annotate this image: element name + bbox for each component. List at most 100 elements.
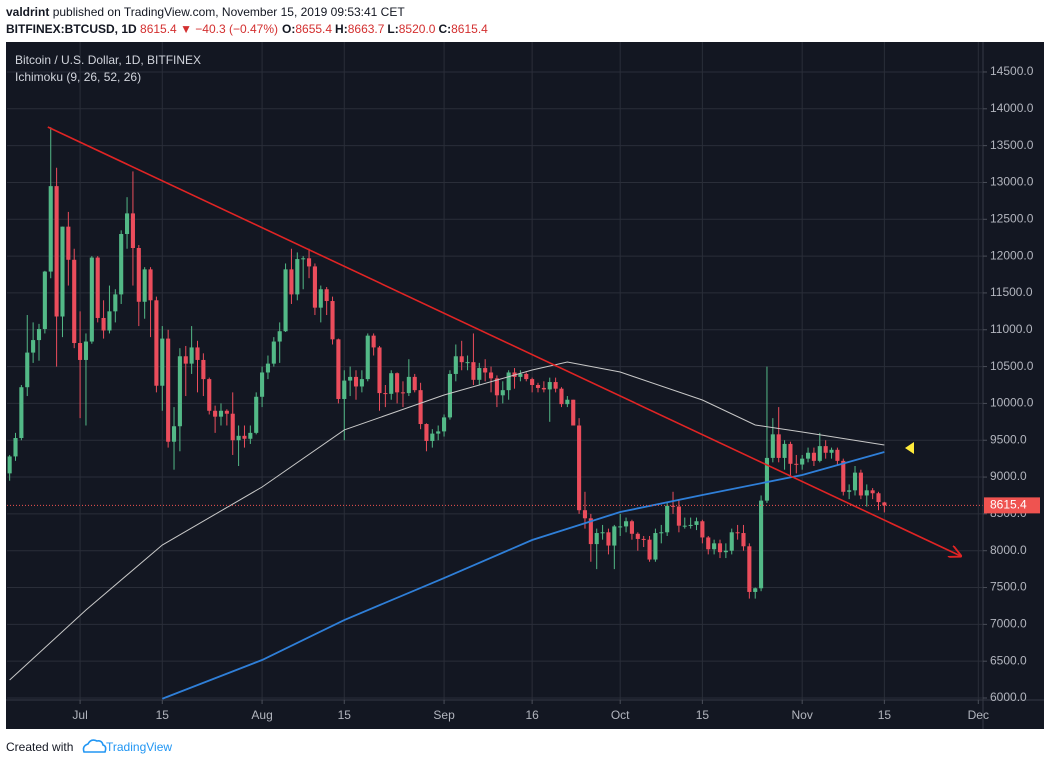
candle-body (565, 399, 570, 405)
candle-body (447, 373, 452, 418)
price: 8615.4 (140, 22, 177, 36)
y-tick-label: 11500.0 (990, 285, 1033, 299)
candle-body (230, 413, 235, 441)
candle-body (312, 266, 317, 308)
candle-body (870, 490, 875, 494)
change: ▼ −40.3 (−0.47%) (180, 22, 278, 36)
candle-body (95, 257, 100, 318)
x-tick-label: 15 (878, 708, 892, 722)
candle-body (588, 518, 593, 545)
x-tick-label: 15 (696, 708, 710, 722)
candle-body (348, 376, 353, 381)
candle-body (213, 410, 218, 417)
y-tick-label: 12000.0 (990, 248, 1034, 262)
candle-body (817, 446, 822, 461)
candle-body (25, 352, 30, 388)
candle-body (254, 396, 259, 433)
y-tick-label: 9000.0 (990, 469, 1027, 483)
candle-body (847, 490, 852, 492)
candle-body (688, 524, 693, 526)
candle-body (260, 372, 265, 397)
y-tick-label: 6500.0 (990, 653, 1027, 667)
candle-body (612, 526, 617, 546)
candle-body (218, 410, 224, 417)
candle-body (465, 362, 470, 364)
footer-brand[interactable]: TradingView (106, 740, 172, 754)
last-price-box (984, 497, 1040, 514)
candle-body (295, 259, 300, 295)
author[interactable]: valdrint (6, 5, 49, 19)
x-tick-label: Aug (251, 708, 272, 722)
candle-body (306, 258, 312, 267)
candle-body (747, 546, 752, 592)
candle-body (418, 390, 423, 425)
indicator-label: Ichimoku (9, 26, 52, 26) (15, 70, 141, 84)
ohlc-label: H: (335, 22, 348, 36)
candle-body (442, 417, 447, 432)
candle-body (670, 505, 676, 507)
candle-body (577, 425, 582, 511)
candle-body (712, 543, 717, 550)
candle-body (189, 347, 194, 364)
y-tick-label: 12500.0 (990, 211, 1034, 225)
candle-body (500, 390, 505, 396)
candle-body (494, 378, 499, 396)
candle-body (336, 339, 341, 399)
candle-body (794, 463, 799, 465)
candle-body (518, 373, 523, 377)
candle-body (31, 340, 36, 353)
y-tick-label: 10500.0 (990, 359, 1034, 373)
x-tick-label: Dec (968, 708, 989, 722)
candle-body (459, 356, 464, 363)
candle-body (183, 356, 188, 364)
candle-body (864, 490, 869, 496)
candle-body (706, 537, 711, 550)
candle-body (571, 399, 576, 426)
y-tick-label: 11000.0 (990, 322, 1033, 336)
candle-body (342, 380, 347, 399)
candle-body (753, 588, 758, 592)
candle-body (624, 521, 629, 527)
candle-body (876, 493, 881, 503)
candle-body (171, 426, 177, 442)
logo-icon (82, 739, 107, 753)
candle-body (729, 532, 734, 551)
candle-body (882, 502, 887, 506)
candle-body (400, 392, 406, 394)
candle-body (764, 457, 770, 501)
candle-body (629, 521, 634, 534)
x-tick-label: 16 (525, 708, 539, 722)
candle-body (547, 382, 552, 390)
candle-body (371, 335, 376, 348)
candle-body (717, 543, 723, 553)
candle-body (424, 424, 429, 441)
candle-body (101, 317, 106, 331)
candle-body (553, 382, 558, 389)
y-tick-label: 13000.0 (990, 175, 1034, 189)
candle-body (858, 472, 863, 496)
candle-body (89, 257, 94, 342)
candle-body (665, 505, 670, 533)
candle-body (359, 379, 364, 387)
trend-line (47, 126, 961, 556)
candle-body (125, 213, 130, 235)
candle-body (788, 443, 793, 464)
candle-body (365, 335, 370, 380)
y-tick-label: 6000.0 (990, 690, 1027, 704)
candle-body (659, 532, 664, 534)
candle-body (770, 434, 775, 458)
candle-body (142, 269, 147, 302)
candle-body (377, 347, 382, 394)
candle-body (113, 294, 118, 312)
candle-body (524, 373, 529, 380)
ohlc-value: 8655.4 (295, 22, 332, 36)
chart-title: Bitcoin / U.S. Dollar, 1D, BITFINEX (15, 53, 201, 67)
candle-body (841, 460, 846, 492)
tradingview-logo[interactable]: TradingView (82, 739, 173, 754)
candle-body (800, 458, 805, 465)
candle-body (823, 446, 828, 453)
candle-body (72, 259, 77, 344)
y-tick-label: 9500.0 (990, 432, 1027, 446)
published: published on TradingView.com, November 1… (53, 5, 406, 19)
